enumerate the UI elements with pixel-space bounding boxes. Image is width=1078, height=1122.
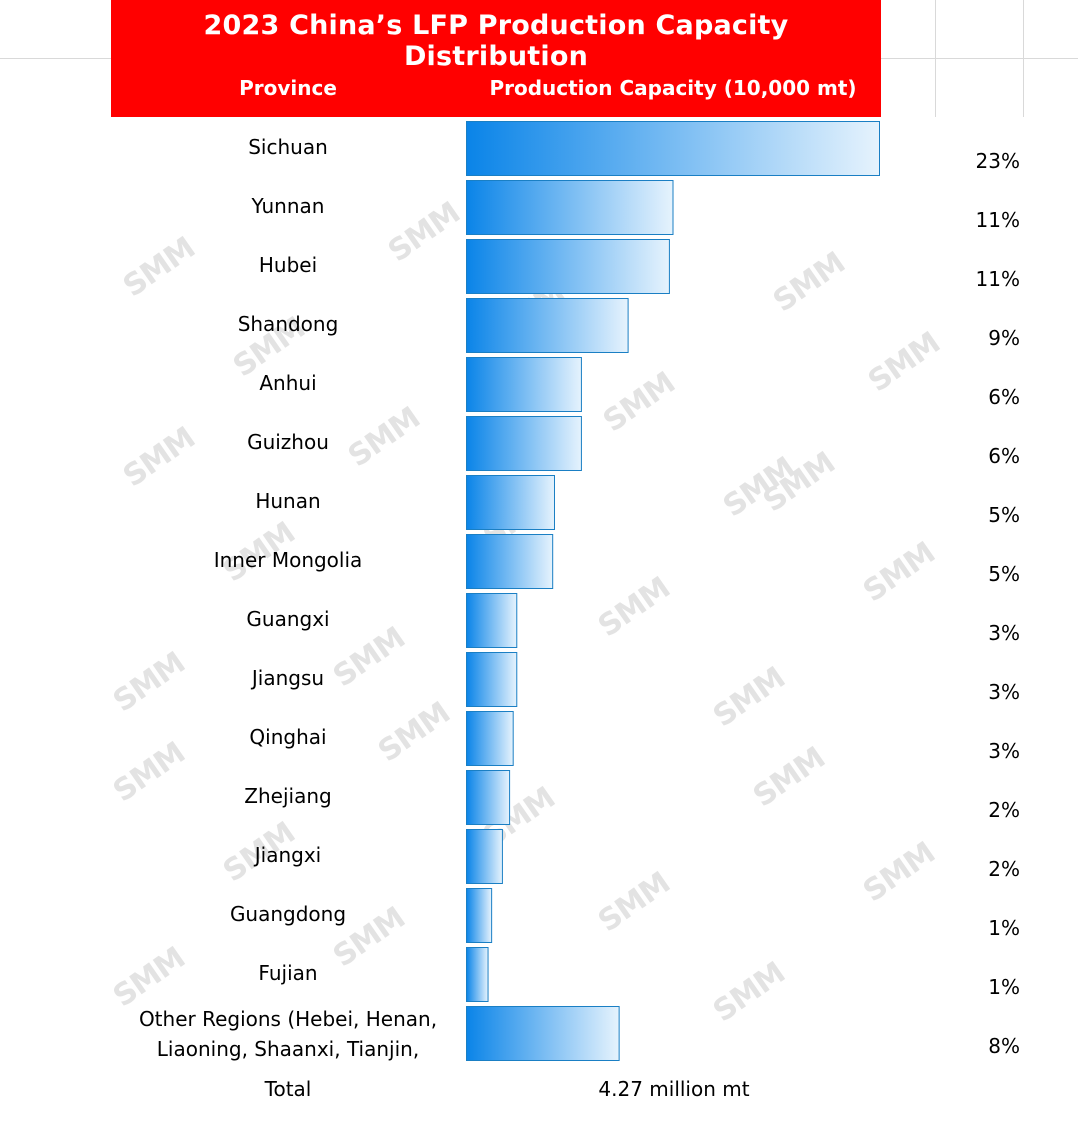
percent-label: 11% <box>975 267 1020 291</box>
category-label: Sichuan <box>248 135 328 159</box>
percent-label: 8% <box>988 1034 1020 1058</box>
bar-13 <box>466 888 493 943</box>
total-value: 4.27 million mt <box>598 1077 750 1101</box>
grid-line <box>0 58 111 59</box>
chart-header: 2023 China’s LFP Production Capacity Dis… <box>111 0 881 117</box>
bar-12 <box>466 829 503 884</box>
bar-8 <box>466 593 518 648</box>
bar-7 <box>466 534 554 589</box>
bar-6 <box>466 475 555 530</box>
column-header-capacity: Production Capacity (10,000 mt) <box>489 76 857 100</box>
category-label: Shandong <box>237 312 339 336</box>
bar-5 <box>466 416 582 471</box>
category-label: Zhejiang <box>244 784 332 808</box>
category-label: Fujian <box>258 961 318 985</box>
category-label: Yunnan <box>251 194 325 218</box>
percent-label: 5% <box>988 562 1020 586</box>
category-label: Hunan <box>255 489 321 513</box>
percent-label: 23% <box>975 149 1020 173</box>
bar-2 <box>466 239 670 294</box>
percent-label: 9% <box>988 326 1020 350</box>
percent-label: 2% <box>988 857 1020 881</box>
percent-label: 6% <box>988 444 1020 468</box>
percent-label: 2% <box>988 798 1020 822</box>
category-label: Hubei <box>258 253 318 277</box>
category-label: Inner Mongolia <box>213 548 363 572</box>
percent-label: 3% <box>988 621 1020 645</box>
percent-label: 5% <box>988 503 1020 527</box>
percent-label: 3% <box>988 739 1020 763</box>
column-header-province: Province <box>239 76 337 100</box>
category-label: Guizhou <box>247 430 329 454</box>
bar-0 <box>466 121 880 176</box>
category-label: Jiangsu <box>251 666 325 690</box>
category-label: Jiangxi <box>254 843 322 867</box>
percent-label: 3% <box>988 680 1020 704</box>
bar-10 <box>466 711 514 766</box>
percent-label: 1% <box>988 975 1020 999</box>
chart-title: 2023 China’s LFP Production Capacity Dis… <box>203 10 789 72</box>
total-label: Total <box>264 1077 312 1101</box>
category-label: Guangdong <box>229 902 347 926</box>
bar-4 <box>466 357 582 412</box>
category-label: Other Regions (Hebei, Henan, Liaoning, S… <box>138 1007 438 1061</box>
category-label: Guangxi <box>246 607 330 631</box>
bar-11 <box>466 770 511 825</box>
bar-15 <box>466 1006 620 1061</box>
percent-label: 11% <box>975 208 1020 232</box>
percent-label: 1% <box>988 916 1020 940</box>
percent-label: 6% <box>988 385 1020 409</box>
bar-14 <box>466 947 489 1002</box>
bar-3 <box>466 298 629 353</box>
category-label: Qinghai <box>249 725 327 749</box>
bar-9 <box>466 652 518 707</box>
grid-line <box>881 58 1078 59</box>
bar-1 <box>466 180 674 235</box>
category-label: Anhui <box>259 371 317 395</box>
